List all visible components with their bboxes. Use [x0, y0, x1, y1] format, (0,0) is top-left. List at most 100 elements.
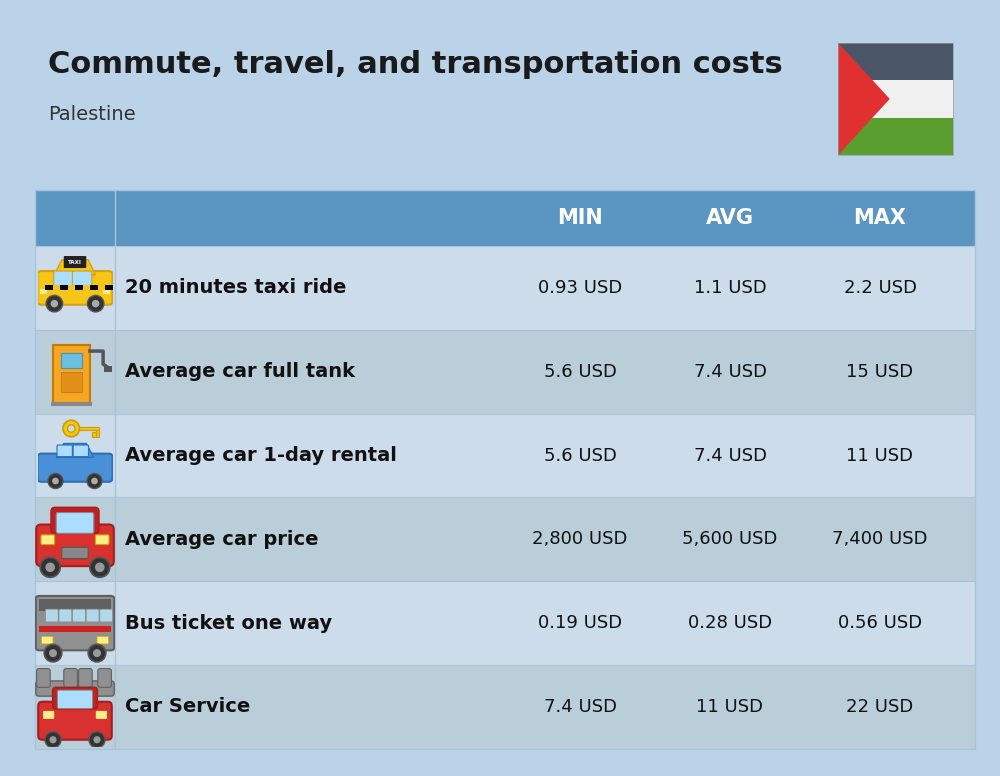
Circle shape — [48, 473, 63, 489]
Circle shape — [52, 478, 59, 484]
Circle shape — [89, 732, 105, 748]
Text: Bus ticket one way: Bus ticket one way — [125, 614, 332, 632]
Bar — [838, 43, 953, 80]
Circle shape — [90, 557, 110, 577]
Circle shape — [45, 563, 55, 572]
Bar — [103, 289, 110, 293]
FancyBboxPatch shape — [62, 547, 88, 559]
Bar — [838, 118, 953, 155]
Text: 5.6 USD: 5.6 USD — [544, 446, 616, 465]
Text: 5,600 USD: 5,600 USD — [682, 530, 778, 549]
Text: 2.2 USD: 2.2 USD — [844, 279, 916, 297]
Polygon shape — [838, 43, 890, 155]
Circle shape — [51, 300, 58, 307]
Text: AVG: AVG — [706, 208, 754, 228]
FancyBboxPatch shape — [95, 535, 109, 545]
Text: Average car price: Average car price — [125, 530, 318, 549]
Bar — [39, 626, 111, 632]
Text: 0.93 USD: 0.93 USD — [538, 279, 622, 297]
FancyBboxPatch shape — [73, 445, 89, 456]
Text: Palestine: Palestine — [48, 105, 136, 123]
Circle shape — [95, 563, 105, 572]
FancyBboxPatch shape — [41, 535, 55, 545]
Circle shape — [87, 296, 104, 312]
Circle shape — [88, 644, 106, 662]
Circle shape — [92, 300, 99, 307]
Text: 1.1 USD: 1.1 USD — [694, 279, 766, 297]
Text: 7.4 USD: 7.4 USD — [694, 446, 767, 465]
Text: MIN: MIN — [557, 208, 603, 228]
Text: 7.4 USD: 7.4 USD — [694, 362, 767, 381]
Text: 0.28 USD: 0.28 USD — [688, 614, 772, 632]
Bar — [51, 403, 92, 406]
Circle shape — [46, 296, 63, 312]
FancyBboxPatch shape — [96, 711, 107, 719]
FancyBboxPatch shape — [72, 271, 92, 286]
Polygon shape — [54, 260, 96, 275]
FancyBboxPatch shape — [41, 636, 53, 644]
Bar — [79, 427, 99, 431]
FancyBboxPatch shape — [38, 271, 113, 305]
Circle shape — [44, 644, 62, 662]
FancyBboxPatch shape — [54, 271, 73, 286]
Bar — [45, 286, 53, 289]
FancyBboxPatch shape — [38, 702, 112, 740]
Bar — [35, 330, 975, 414]
Text: 0.56 USD: 0.56 USD — [838, 614, 922, 632]
FancyBboxPatch shape — [36, 681, 72, 696]
Text: 0.19 USD: 0.19 USD — [538, 614, 622, 632]
Bar — [61, 372, 82, 393]
Bar — [35, 246, 975, 330]
Bar — [75, 286, 83, 289]
Text: TAXI: TAXI — [68, 259, 82, 265]
FancyBboxPatch shape — [37, 669, 50, 688]
Polygon shape — [56, 444, 94, 457]
Bar — [96, 430, 99, 437]
FancyBboxPatch shape — [38, 454, 113, 482]
FancyBboxPatch shape — [57, 690, 93, 708]
Bar — [104, 366, 112, 372]
Circle shape — [63, 421, 80, 437]
Text: 11 USD: 11 USD — [846, 446, 914, 465]
FancyBboxPatch shape — [86, 609, 99, 622]
Bar — [105, 286, 113, 289]
FancyBboxPatch shape — [45, 609, 58, 622]
Bar — [35, 581, 975, 665]
Text: 7.4 USD: 7.4 USD — [544, 698, 616, 716]
FancyBboxPatch shape — [100, 609, 113, 622]
Text: MAX: MAX — [854, 208, 906, 228]
Bar — [60, 286, 68, 289]
FancyBboxPatch shape — [78, 681, 114, 696]
FancyBboxPatch shape — [36, 596, 114, 650]
Text: Average car full tank: Average car full tank — [125, 362, 355, 381]
Text: 11 USD: 11 USD — [696, 698, 764, 716]
FancyBboxPatch shape — [98, 669, 111, 688]
Bar — [35, 414, 975, 497]
Bar — [838, 43, 953, 155]
Circle shape — [68, 424, 75, 432]
Bar — [83, 286, 90, 289]
Text: 2,800 USD: 2,800 USD — [532, 530, 628, 549]
FancyBboxPatch shape — [64, 669, 77, 688]
Bar — [61, 353, 82, 368]
Bar — [39, 599, 111, 611]
FancyBboxPatch shape — [51, 508, 99, 533]
Text: 15 USD: 15 USD — [846, 362, 914, 381]
Circle shape — [91, 478, 98, 484]
FancyBboxPatch shape — [64, 256, 86, 268]
Bar — [68, 286, 75, 289]
Bar — [35, 665, 975, 749]
Circle shape — [93, 650, 101, 657]
Circle shape — [49, 650, 57, 657]
Bar — [40, 289, 47, 293]
Text: 5.6 USD: 5.6 USD — [544, 362, 616, 381]
Text: 22 USD: 22 USD — [846, 698, 914, 716]
Circle shape — [49, 736, 57, 743]
Bar — [35, 497, 975, 581]
Bar — [35, 190, 975, 246]
Circle shape — [87, 473, 102, 489]
Text: Car Service: Car Service — [125, 698, 250, 716]
FancyBboxPatch shape — [79, 669, 92, 688]
FancyBboxPatch shape — [43, 711, 54, 719]
Bar — [35, 190, 975, 749]
